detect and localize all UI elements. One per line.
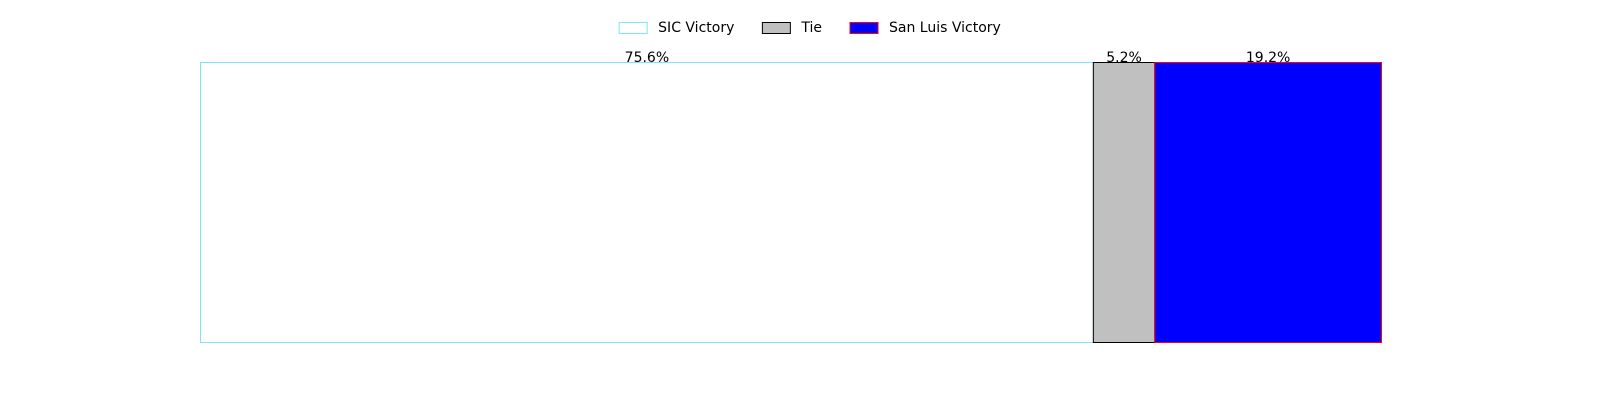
data-label-sic-victory: 75.6%	[625, 50, 669, 66]
legend-item-san-luis-victory: San Luis Victory	[849, 20, 1001, 36]
bar-san-luis-victory	[1154, 62, 1383, 343]
legend-label-san-luis-victory: San Luis Victory	[889, 20, 1001, 36]
data-label-san-luis-victory: 19.2%	[1246, 50, 1290, 66]
data-labels: 75.6% 5.2% 19.2%	[625, 50, 1291, 66]
legend-swatch-sic-victory	[618, 22, 648, 34]
chart-legend: SIC Victory Tie San Luis Victory	[618, 20, 1001, 36]
bar-tie	[1092, 62, 1156, 343]
bar-segments	[200, 62, 1383, 343]
legend-label-tie: Tie	[800, 20, 822, 36]
data-label-tie: 5.2%	[1106, 50, 1142, 66]
legend-swatch-san-luis-victory	[849, 22, 879, 34]
bar-sic-victory	[200, 62, 1094, 343]
legend-item-sic-victory: SIC Victory	[618, 20, 734, 36]
legend-item-tie: Tie	[761, 20, 822, 36]
legend-swatch-tie	[761, 22, 791, 34]
legend-label-sic-victory: SIC Victory	[658, 20, 734, 36]
